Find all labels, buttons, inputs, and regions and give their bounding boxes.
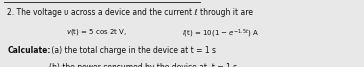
Text: (a) the total charge in the device at t = 1 s: (a) the total charge in the device at t … (49, 46, 216, 55)
Text: 2. The voltage υ across a device and the current ℓ through it are: 2. The voltage υ across a device and the… (7, 8, 253, 17)
Text: $v$(t) = 5 cos 2t V,: $v$(t) = 5 cos 2t V, (66, 27, 127, 37)
Text: Calculate:: Calculate: (7, 46, 51, 55)
Text: (b) the power consumed by the device at  t = 1 s.: (b) the power consumed by the device at … (49, 63, 240, 67)
Text: $i$(t) = 10(1 $-$ $e^{-1.5t}$) A: $i$(t) = 10(1 $-$ $e^{-1.5t}$) A (182, 27, 259, 39)
